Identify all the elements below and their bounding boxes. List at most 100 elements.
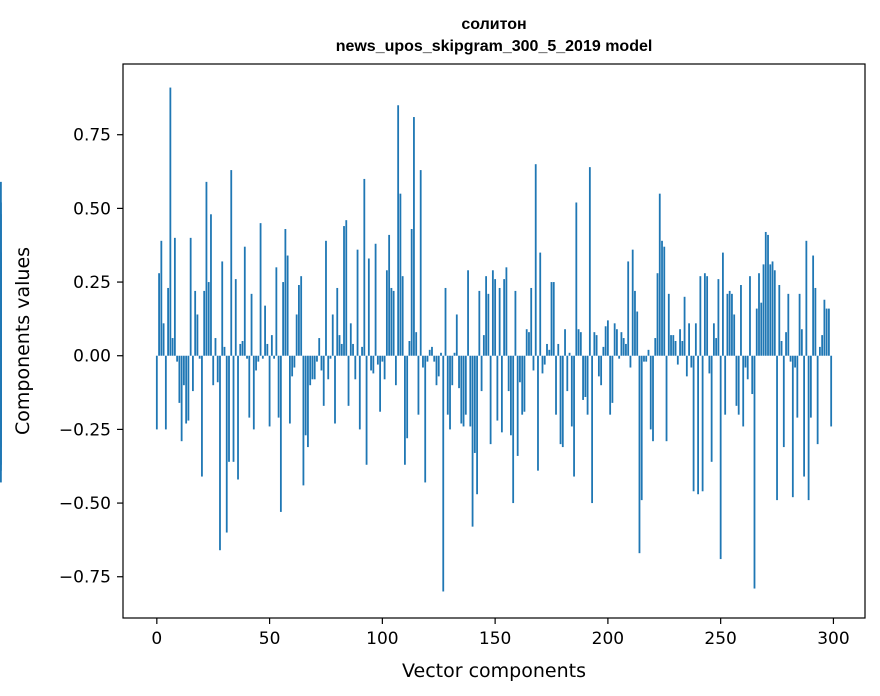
bar (228, 355, 230, 462)
bar (816, 355, 819, 445)
bar (706, 276, 709, 356)
plot-frame (122, 63, 866, 619)
bar (692, 355, 695, 492)
bar (579, 332, 582, 356)
bar (570, 355, 573, 427)
bar (791, 355, 794, 498)
bar (823, 299, 826, 356)
bar (273, 355, 275, 359)
bar (210, 214, 212, 356)
bar (404, 355, 406, 465)
bar (221, 261, 224, 356)
bar (744, 355, 747, 368)
bar (670, 335, 672, 356)
bar (830, 355, 833, 427)
bar (491, 270, 494, 356)
bar (672, 335, 675, 356)
bar (785, 332, 787, 356)
bar (722, 252, 724, 356)
bar (494, 279, 497, 356)
bar (697, 355, 699, 495)
bar (0, 346, 2, 356)
bar (543, 355, 546, 365)
bar (449, 355, 451, 430)
bar (311, 355, 314, 380)
bar (717, 279, 720, 356)
bar (279, 355, 282, 512)
bar (293, 355, 296, 368)
bar (627, 261, 630, 356)
bar (216, 355, 219, 383)
bar (577, 329, 580, 356)
x-tick-label: 100 (366, 629, 398, 649)
bar (394, 355, 397, 386)
bar (620, 332, 623, 356)
bar (453, 352, 456, 356)
bar (758, 273, 760, 356)
bar (789, 355, 792, 362)
bar (688, 323, 690, 356)
bar (298, 285, 300, 356)
bar (568, 352, 571, 356)
bar (234, 279, 237, 356)
bar (537, 355, 539, 471)
bar (433, 355, 436, 362)
bar (712, 323, 715, 356)
bar (658, 193, 661, 356)
bar (268, 355, 271, 427)
bar (755, 308, 758, 356)
bar (778, 285, 781, 356)
chart-title: солитон (461, 16, 526, 33)
bar (643, 355, 645, 362)
bar (679, 329, 681, 356)
bar (828, 308, 830, 356)
bar (347, 355, 350, 406)
bar (710, 355, 713, 462)
bar (343, 226, 345, 356)
y-tick-label: 0.50 (73, 199, 111, 219)
bar (487, 293, 490, 356)
bar (390, 287, 393, 356)
bar (530, 287, 533, 356)
bar (329, 355, 332, 359)
bar (676, 355, 679, 365)
bar (320, 355, 323, 371)
bar (444, 287, 447, 356)
bar (724, 355, 727, 415)
bar (379, 355, 381, 412)
bar (525, 329, 528, 356)
bar (316, 355, 318, 362)
bar (634, 290, 636, 356)
bar (435, 355, 438, 386)
bar (399, 193, 402, 356)
bar (814, 287, 817, 356)
bar (685, 355, 688, 377)
bar (636, 311, 639, 356)
bar (176, 355, 179, 362)
bar (625, 343, 627, 356)
y-tick-label: −0.75 (59, 568, 111, 588)
bar (663, 246, 666, 356)
bar (345, 220, 348, 356)
bar (566, 355, 569, 392)
bar (250, 293, 253, 356)
y-tick-label: 0.75 (73, 126, 111, 146)
bar (719, 355, 722, 560)
bar (478, 290, 481, 356)
bar (252, 355, 255, 430)
bar (794, 355, 796, 368)
bar (609, 355, 612, 415)
bar (528, 332, 530, 356)
bar (728, 290, 731, 356)
bar (185, 355, 188, 424)
bar (440, 352, 442, 356)
bar (507, 355, 510, 392)
bar (232, 355, 235, 462)
bar (665, 355, 668, 442)
bar (406, 355, 409, 439)
bar (358, 355, 361, 430)
bar (284, 229, 287, 356)
bar (708, 355, 711, 374)
bar (586, 355, 589, 415)
